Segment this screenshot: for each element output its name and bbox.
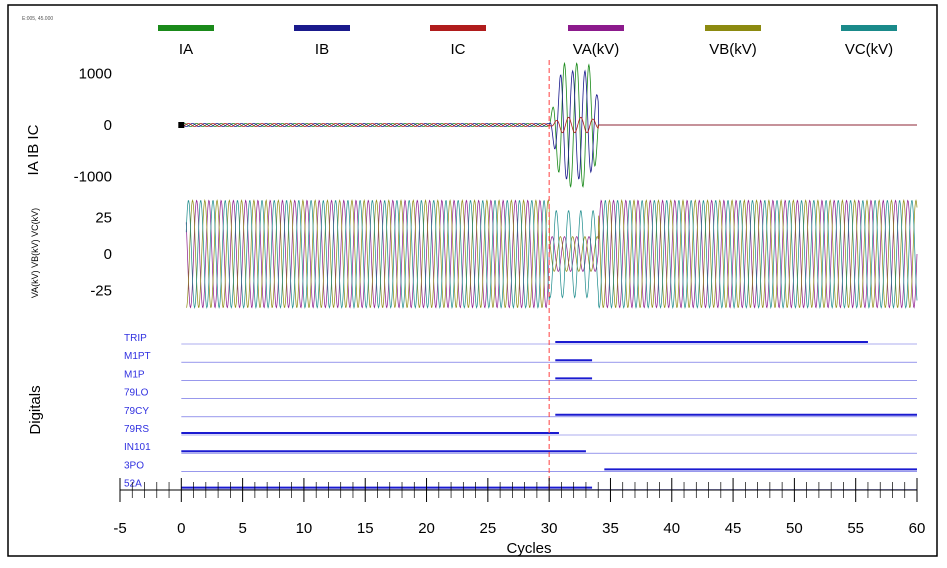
panel-currents: IA IB IC 1000 0 -1000 (25, 61, 917, 188)
digital-label-M1P: M1P (124, 369, 145, 380)
header-tag: E:005, 45.000 (22, 16, 53, 22)
legend-swatch-2 (430, 25, 486, 31)
x-tick-label-10: 45 (725, 520, 742, 537)
legend-swatch-3 (568, 25, 624, 31)
digital-channels: TRIP M1PT M1P 79LO 79CY 79RS IN101 3PO 52A (124, 333, 917, 490)
x-axis: -5 0 5 10 15 20 25 30 35 40 45 50 55 60 (113, 478, 925, 537)
x-tick-label-13: 60 (909, 520, 926, 537)
voltages-series (185, 198, 918, 310)
legend-label-1: IB (315, 41, 329, 58)
series-VCkV (185, 200, 918, 310)
digital-label-IN101: IN101 (124, 442, 151, 453)
yticks-voltages-tick-2: -25 (90, 282, 112, 299)
x-tick-label-11: 50 (786, 520, 803, 537)
yticks-voltages-tick-1: 0 (104, 246, 112, 263)
x-tick-label-8: 35 (602, 520, 619, 537)
x-tick-label-1: 0 (177, 520, 185, 537)
legend-label-4: VB(kV) (709, 41, 757, 58)
x-tick-label-3: 10 (296, 520, 313, 537)
digitals-y-axis-label: Digitals (27, 385, 44, 434)
yticks-currents-tick-2: -1000 (74, 169, 112, 186)
legend-label-0: IA (179, 41, 193, 58)
x-tick-label-4: 15 (357, 520, 374, 537)
x-tick-label-7: 30 (541, 520, 558, 537)
legend-swatch-1 (294, 25, 350, 31)
yticks-voltages-tick-0: 25 (95, 210, 112, 227)
legend-label-3: VA(kV) (573, 41, 619, 58)
legend-swatch-4 (705, 25, 761, 31)
series-VAkV (185, 199, 918, 309)
digital-label-79LO: 79LO (124, 388, 149, 399)
legend: IA IB IC VA(kV) VB(kV) VC(kV) (158, 25, 897, 58)
digital-label-79RS: 79RS (124, 424, 149, 435)
voltages-y-ticks: 25 0 -25 (90, 210, 112, 300)
x-axis-label: Cycles (506, 540, 551, 557)
chart-border (7, 4, 938, 557)
x-tick-label-0: -5 (113, 520, 126, 537)
currents-y-ticks: 1000 0 -1000 (74, 65, 112, 185)
x-tick-label-9: 40 (663, 520, 680, 537)
x-tick-label-12: 55 (847, 520, 864, 537)
x-tick-label-2: 5 (238, 520, 246, 537)
yticks-currents-tick-1: 0 (104, 117, 112, 134)
currents-y-axis-label: IA IB IC (25, 124, 42, 175)
digital-label-TRIP: TRIP (124, 333, 147, 344)
x-tick-label-6: 25 (480, 520, 497, 537)
legend-label-2: IC (451, 41, 466, 58)
digital-label-79CY: 79CY (124, 406, 149, 417)
panel-digitals: Digitals TRIP M1PT M1P 79LO 79CY 79RS IN101 3PO… (27, 333, 917, 490)
legend-swatch-5 (841, 25, 897, 31)
start-marker (178, 122, 185, 128)
x-tick-label-5: 20 (418, 520, 435, 537)
series-VBkV (186, 198, 918, 308)
yticks-currents-tick-0: 1000 (79, 65, 112, 82)
legend-label-5: VC(kV) (845, 41, 893, 58)
legend-swatch-0 (158, 25, 214, 31)
panel-voltages: VA(kV) VB(kV) VC(kV) 25 0 -25 (30, 198, 918, 310)
digital-label-M1PT: M1PT (124, 351, 151, 362)
digital-label-3PO: 3PO (124, 460, 144, 471)
voltages-y-axis-label: VA(kV) VB(kV) VC(kV) (30, 208, 40, 298)
digital-label-52A: 52A (124, 479, 142, 490)
